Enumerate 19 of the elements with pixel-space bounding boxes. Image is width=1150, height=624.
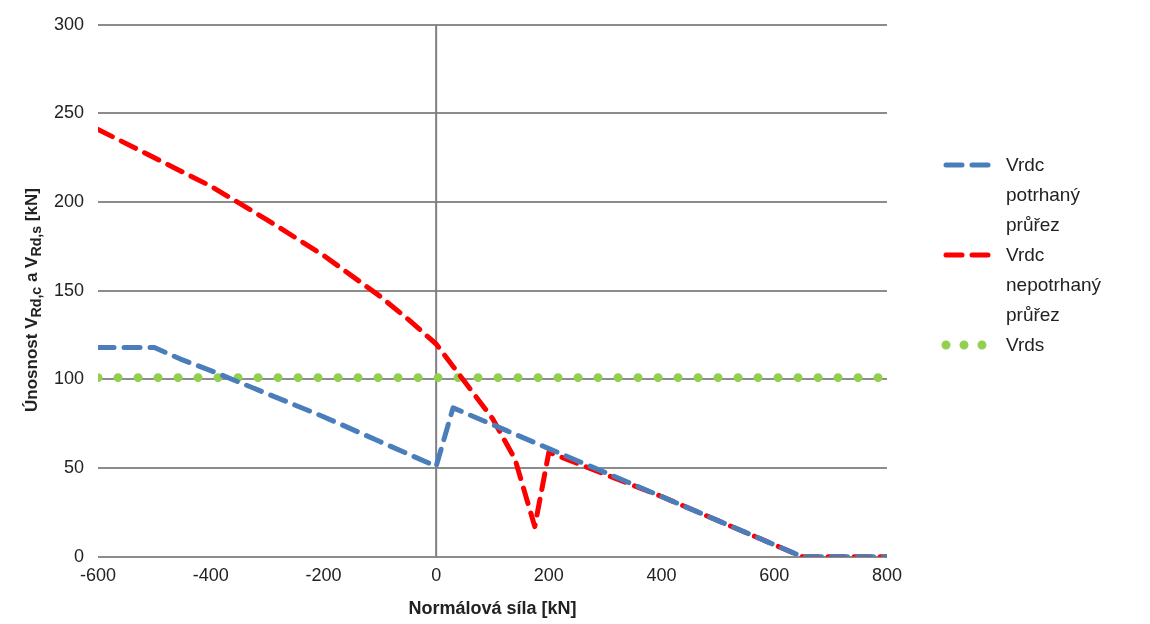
x-tick-label: 600 (759, 564, 790, 585)
x-tick-label: 0 (431, 564, 442, 585)
x-tick-label: -400 (192, 564, 229, 585)
y-tick-label: 50 (64, 457, 85, 478)
x-tick-label: 200 (533, 564, 564, 585)
legend-label: Vrds (1006, 333, 1046, 357)
y-tick-label: 100 (53, 368, 85, 389)
y-tick-label: 150 (53, 279, 85, 300)
y-tick-label: 200 (53, 191, 85, 212)
x-tick-label: -200 (305, 564, 342, 585)
y-tick-label: 250 (53, 102, 85, 123)
y-tick-label: 0 (74, 545, 85, 566)
legend-label: Vrdc nepotrhaný průřez (1006, 243, 1103, 327)
x-tick-label: -600 (80, 564, 117, 585)
x-tick-label: 400 (646, 564, 677, 585)
legend-label: Vrdc potrhaný průřez (1006, 153, 1081, 237)
x-tick-label: 800 (871, 564, 903, 585)
y-tick-label: 300 (53, 13, 85, 34)
x-axis-title: Normálová síla [kN] (408, 598, 577, 619)
